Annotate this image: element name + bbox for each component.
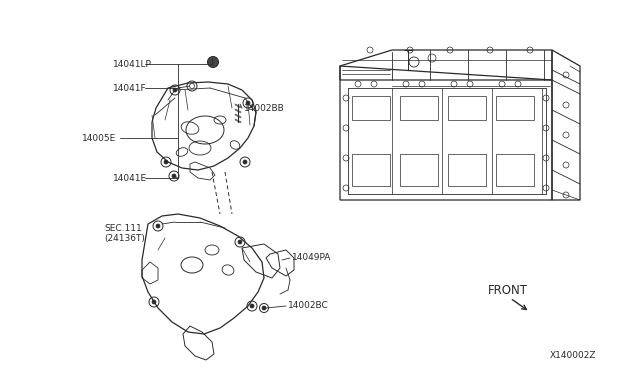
Bar — [496, 96, 534, 120]
Circle shape — [172, 174, 176, 178]
Circle shape — [156, 224, 160, 228]
Text: 14002BC: 14002BC — [288, 301, 329, 311]
Bar — [400, 154, 438, 186]
Text: 14041F: 14041F — [113, 83, 147, 93]
Text: 14049PA: 14049PA — [292, 253, 332, 263]
Bar — [448, 154, 486, 186]
Bar — [496, 154, 534, 186]
Circle shape — [246, 101, 250, 105]
Text: (24136T): (24136T) — [104, 234, 145, 243]
Bar — [400, 96, 438, 120]
Circle shape — [238, 240, 242, 244]
Text: SEC.111: SEC.111 — [104, 224, 141, 232]
Circle shape — [262, 306, 266, 310]
Text: 14041LP: 14041LP — [113, 60, 152, 68]
Text: 14041E: 14041E — [113, 173, 147, 183]
Circle shape — [173, 88, 177, 92]
Circle shape — [164, 160, 168, 164]
Bar — [448, 96, 486, 120]
Circle shape — [243, 160, 247, 164]
Bar — [352, 154, 390, 186]
Bar — [352, 96, 390, 120]
Text: FRONT: FRONT — [488, 283, 528, 296]
Circle shape — [207, 57, 218, 67]
Text: 14005E: 14005E — [82, 134, 116, 142]
Circle shape — [152, 300, 156, 304]
Circle shape — [250, 304, 254, 308]
Text: X140002Z: X140002Z — [550, 352, 596, 360]
Text: 14002BB: 14002BB — [244, 103, 285, 112]
